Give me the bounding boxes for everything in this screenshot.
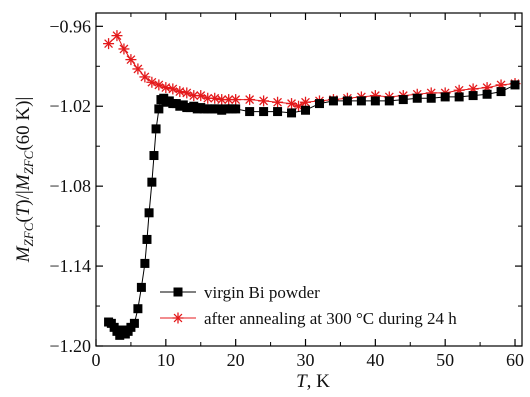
data-point-s0-13 [142, 234, 152, 244]
data-point-s1-1 [111, 30, 123, 42]
data-point-s0-42 [245, 107, 255, 117]
data-point-s1-6 [146, 76, 158, 88]
data-point-s0-53 [398, 95, 408, 105]
data-point-s0-56 [440, 92, 450, 102]
data-point-s0-59 [482, 89, 492, 99]
data-point-s1-21 [272, 96, 284, 108]
series-line-1 [108, 34, 516, 107]
data-point-s1-3 [125, 54, 137, 66]
data-point-s0-47 [314, 99, 324, 109]
axis-titles: T, K MZFC(T)/|MZFC(60 K)| [13, 97, 330, 392]
data-point-s0-17 [151, 124, 161, 134]
x-tick-label: 10 [157, 350, 175, 370]
data-point-s0-50 [356, 96, 366, 106]
y-tick-label: −1.08 [49, 176, 91, 196]
ticks-layer: 0 10 20 30 40 50 60 −0.96 −1.02 −1.08 −1.14 −1.20 [49, 13, 524, 370]
data-point-s0-4 [115, 330, 125, 340]
data-point-s0-48 [328, 96, 338, 106]
legend-label-1: after annealing at 300 °C during 24 h [204, 309, 457, 328]
x-tick-label: 40 [366, 350, 384, 370]
y-tick-label: −1.02 [49, 96, 91, 116]
legend-marker-1 [172, 312, 184, 324]
data-point-s1-5 [139, 71, 151, 83]
y-tick-label: −1.14 [49, 256, 91, 276]
data-point-s0-61 [510, 80, 520, 90]
x-tick-label: 50 [436, 350, 454, 370]
data-point-s0-58 [468, 91, 478, 101]
data-point-s0-18 [154, 104, 164, 114]
legend: virgin Bi powder after annealing at 300 °… [160, 283, 457, 328]
data-point-s1-14 [202, 92, 214, 104]
data-point-s0-9 [129, 318, 139, 328]
data-point-s0-11 [136, 282, 146, 292]
x-axis-title: T, K [296, 371, 330, 392]
data-point-s1-7 [153, 79, 165, 91]
data-point-s0-55 [426, 93, 436, 103]
data-point-s1-2 [118, 43, 130, 55]
series-layer [103, 30, 521, 340]
data-point-s0-44 [273, 107, 283, 117]
y-axis-title: MZFC(T)/|MZFC(60 K)| [13, 97, 36, 264]
data-point-s0-41 [231, 104, 241, 114]
plot-border [95, 12, 523, 347]
data-point-s1-4 [132, 63, 144, 75]
data-point-s0-43 [259, 107, 269, 117]
data-point-s0-45 [287, 108, 297, 118]
data-point-s1-20 [258, 95, 270, 107]
data-point-s1-12 [188, 90, 200, 102]
series-0 [104, 80, 520, 340]
data-point-s0-16 [149, 151, 159, 161]
data-point-s1-16 [216, 94, 228, 106]
data-point-s1-10 [174, 86, 186, 98]
x-tick-label: 30 [297, 350, 315, 370]
data-point-s0-10 [133, 304, 143, 314]
data-point-s0-15 [147, 177, 157, 187]
plot-frame [95, 12, 523, 347]
data-point-s1-18 [230, 94, 242, 106]
data-point-s1-15 [209, 92, 221, 104]
data-point-s0-12 [140, 258, 150, 268]
x-tick-label: 60 [506, 350, 524, 370]
data-point-s0-14 [144, 208, 154, 218]
y-tick-label: −0.96 [49, 16, 91, 36]
y-tick-label: −1.20 [49, 336, 91, 356]
x-tick-label: 0 [92, 350, 101, 370]
data-point-s1-8 [160, 82, 172, 94]
data-point-s0-46 [301, 105, 311, 115]
data-point-s0-57 [454, 92, 464, 102]
legend-label-0: virgin Bi powder [204, 283, 320, 302]
x-tick-label: 20 [227, 350, 245, 370]
data-point-s0-52 [384, 96, 394, 106]
data-point-s1-0 [103, 38, 115, 50]
legend-marker-0 [173, 287, 183, 297]
data-point-s1-19 [244, 94, 256, 106]
data-point-s0-54 [412, 93, 422, 103]
data-point-s0-49 [342, 96, 352, 106]
data-point-s0-60 [496, 87, 506, 97]
data-point-s0-51 [370, 96, 380, 106]
